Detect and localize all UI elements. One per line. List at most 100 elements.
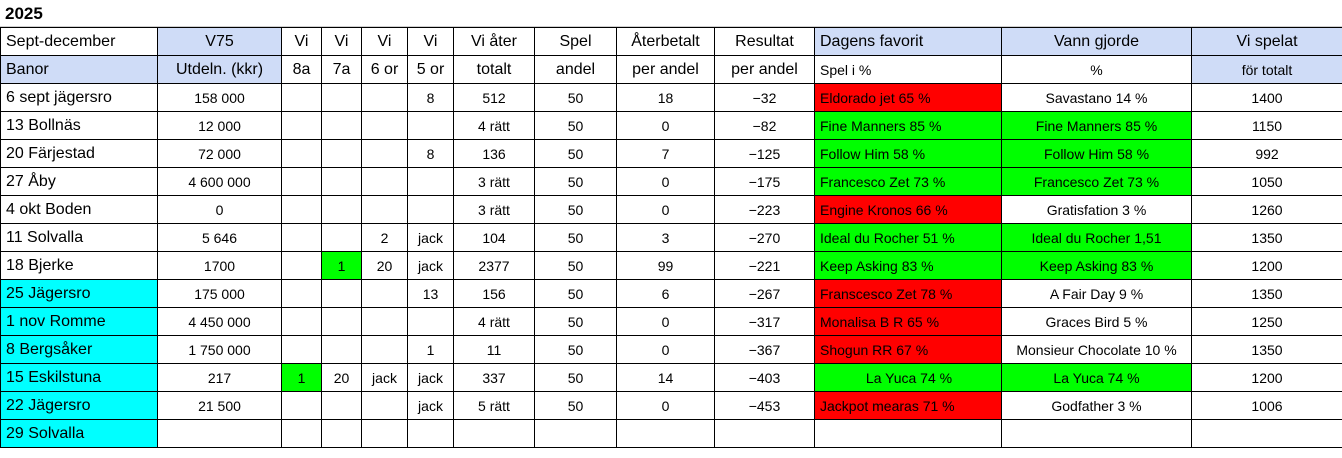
table-cell[interactable]: 1350 xyxy=(1191,279,1342,308)
table-cell[interactable]: Godfather 3 % xyxy=(1001,391,1192,420)
table-cell[interactable]: 1400 xyxy=(1191,83,1342,112)
table-cell[interactable]: 2 xyxy=(361,223,408,252)
table-cell[interactable] xyxy=(281,167,322,196)
table-cell[interactable]: 1700 xyxy=(157,251,282,280)
header-cell[interactable]: 6 or xyxy=(361,55,408,84)
table-cell[interactable]: jack xyxy=(407,363,454,392)
table-cell[interactable]: 11 xyxy=(453,335,535,364)
table-cell[interactable]: Follow Him 58 % xyxy=(1001,139,1192,168)
table-cell[interactable] xyxy=(281,251,322,280)
table-cell[interactable]: 4 rätt xyxy=(453,111,535,140)
table-cell[interactable] xyxy=(361,279,408,308)
table-cell[interactable]: 50 xyxy=(534,279,617,308)
table-cell[interactable]: 1350 xyxy=(1191,335,1342,364)
table-cell[interactable] xyxy=(361,83,408,112)
table-cell[interactable] xyxy=(281,111,322,140)
table-cell[interactable] xyxy=(1191,419,1342,448)
table-cell[interactable] xyxy=(321,195,362,224)
header-cell[interactable]: Vann gjorde xyxy=(1001,27,1192,56)
table-cell[interactable] xyxy=(361,195,408,224)
table-cell[interactable]: 1350 xyxy=(1191,223,1342,252)
table-cell[interactable]: 8 Bergsåker xyxy=(0,335,158,364)
table-cell[interactable]: 175 000 xyxy=(157,279,282,308)
table-cell[interactable]: 21 500 xyxy=(157,391,282,420)
table-cell[interactable]: 7 xyxy=(616,139,715,168)
table-cell[interactable] xyxy=(281,419,322,448)
table-cell[interactable]: jack xyxy=(407,391,454,420)
table-cell[interactable] xyxy=(453,419,535,448)
table-cell[interactable] xyxy=(407,111,454,140)
table-cell[interactable]: 5 rätt xyxy=(453,391,535,420)
table-cell[interactable]: −175 xyxy=(714,167,815,196)
table-cell[interactable] xyxy=(321,391,362,420)
table-cell[interactable]: La Yuca 74 % xyxy=(814,363,1002,392)
table-cell[interactable]: 3 xyxy=(616,223,715,252)
table-cell[interactable]: Ideal du Rocher 51 % xyxy=(814,223,1002,252)
table-cell[interactable]: −82 xyxy=(714,111,815,140)
table-cell[interactable]: 50 xyxy=(534,363,617,392)
table-cell[interactable]: 4 rätt xyxy=(453,307,535,336)
table-cell[interactable]: 104 xyxy=(453,223,535,252)
table-cell[interactable]: −403 xyxy=(714,363,815,392)
table-cell[interactable]: 6 xyxy=(616,279,715,308)
table-cell[interactable] xyxy=(321,167,362,196)
table-cell[interactable]: 8 xyxy=(407,83,454,112)
table-cell[interactable]: 1200 xyxy=(1191,363,1342,392)
table-cell[interactable]: 1 xyxy=(281,363,322,392)
table-cell[interactable]: jack xyxy=(407,223,454,252)
header-cell[interactable]: per andel xyxy=(616,55,715,84)
table-cell[interactable]: Keep Asking 83 % xyxy=(1001,251,1192,280)
table-cell[interactable] xyxy=(321,419,362,448)
table-cell[interactable] xyxy=(407,167,454,196)
table-cell[interactable]: Monalisa B R 65 % xyxy=(814,307,1002,336)
table-cell[interactable] xyxy=(281,83,322,112)
header-cell[interactable]: Vi xyxy=(361,27,408,56)
table-cell[interactable]: 50 xyxy=(534,335,617,364)
table-cell[interactable]: 50 xyxy=(534,83,617,112)
table-cell[interactable]: 11 Solvalla xyxy=(0,223,158,252)
table-cell[interactable]: 3 rätt xyxy=(453,195,535,224)
table-cell[interactable]: 1 nov Romme xyxy=(0,307,158,336)
header-cell[interactable]: för totalt xyxy=(1191,55,1342,84)
table-cell[interactable] xyxy=(407,419,454,448)
table-cell[interactable]: 50 xyxy=(534,223,617,252)
table-cell[interactable] xyxy=(281,223,322,252)
table-cell[interactable]: 512 xyxy=(453,83,535,112)
table-cell[interactable]: 50 xyxy=(534,111,617,140)
header-cell[interactable]: V75 xyxy=(157,27,282,56)
header-cell[interactable]: Vi xyxy=(321,27,362,56)
header-cell[interactable]: Sept-december xyxy=(0,27,158,56)
table-cell[interactable] xyxy=(321,139,362,168)
header-cell[interactable]: Vi xyxy=(407,27,454,56)
table-cell[interactable] xyxy=(407,195,454,224)
table-cell[interactable]: 0 xyxy=(616,195,715,224)
table-cell[interactable]: Savastano 14 % xyxy=(1001,83,1192,112)
table-cell[interactable]: −453 xyxy=(714,391,815,420)
table-cell[interactable] xyxy=(281,307,322,336)
table-cell[interactable]: 158 000 xyxy=(157,83,282,112)
header-cell[interactable]: Utdeln. (kkr) xyxy=(157,55,282,84)
table-cell[interactable] xyxy=(281,335,322,364)
table-cell[interactable]: Engine Kronos 66 % xyxy=(814,195,1002,224)
table-cell[interactable]: 13 xyxy=(407,279,454,308)
table-cell[interactable]: 1050 xyxy=(1191,167,1342,196)
table-cell[interactable]: 50 xyxy=(534,391,617,420)
table-cell[interactable]: Follow Him 58 % xyxy=(814,139,1002,168)
table-cell[interactable] xyxy=(714,419,815,448)
table-cell[interactable]: 4 okt Boden xyxy=(0,195,158,224)
table-cell[interactable] xyxy=(616,419,715,448)
table-cell[interactable]: 3 rätt xyxy=(453,167,535,196)
table-cell[interactable]: 992 xyxy=(1191,139,1342,168)
table-cell[interactable]: jack xyxy=(361,363,408,392)
header-cell[interactable]: Spel xyxy=(534,27,617,56)
header-cell[interactable]: Dagens favorit xyxy=(814,27,1002,56)
table-cell[interactable]: 15 Eskilstuna xyxy=(0,363,158,392)
table-cell[interactable]: 1200 xyxy=(1191,251,1342,280)
table-cell[interactable] xyxy=(321,223,362,252)
table-cell[interactable] xyxy=(361,335,408,364)
table-cell[interactable] xyxy=(321,111,362,140)
table-cell[interactable]: 72 000 xyxy=(157,139,282,168)
table-cell[interactable] xyxy=(281,195,322,224)
table-cell[interactable]: 5 646 xyxy=(157,223,282,252)
table-cell[interactable]: 14 xyxy=(616,363,715,392)
